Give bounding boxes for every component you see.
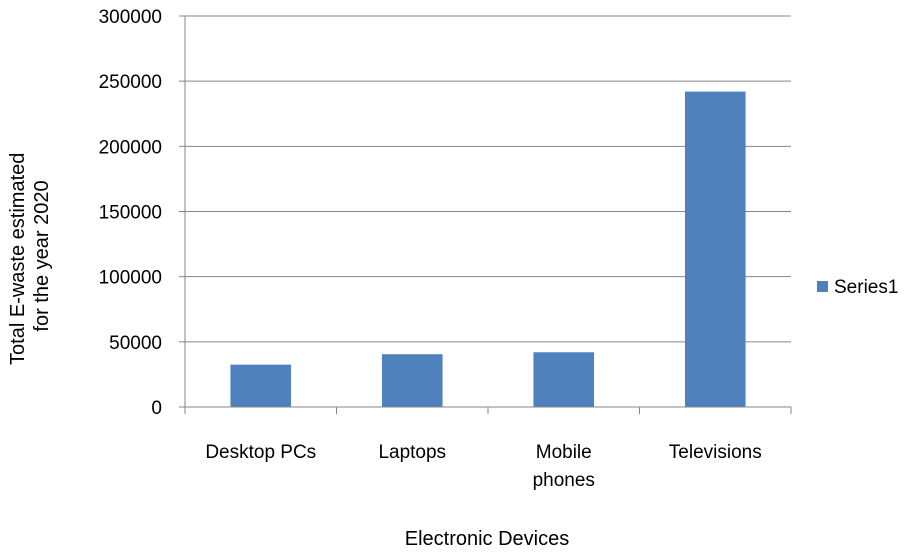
x-category-label: Mobile phones [533,442,595,491]
y-tick-label: 300000 [99,7,162,28]
x-axis-title: Electronic Devices [405,528,570,550]
legend-label-series1: Series1 [834,277,898,298]
bar-3 [684,91,746,408]
bar-0 [230,364,292,407]
x-category-label: Laptops [378,442,446,463]
y-axis-title-line-2: for the year 2020 [31,180,53,331]
y-tick-label: 250000 [99,72,162,93]
y-tick-label: 0 [151,398,162,419]
axes [179,15,792,414]
y-tick-label: 100000 [99,268,162,289]
bars [230,91,746,408]
legend: Series1 [817,277,898,298]
x-category-labels: Desktop PCs Laptops Mobile phones Television… [205,442,761,491]
y-tick-labels: 0 50000 100000 150000 200000 250000 300000 [99,7,162,419]
bar-1 [381,354,443,407]
y-tick-label: 200000 [99,137,162,158]
y-axis-title-line-1: Total E-waste estimated [7,153,29,365]
legend-swatch-series1 [817,281,828,292]
x-category-label: Desktop PCs [205,442,316,463]
y-tick-label: 50000 [109,333,162,354]
bar-2 [533,352,595,407]
x-category-label: Televisions [669,442,762,463]
y-axis-title: Total E-waste estimated for the year 202… [7,147,53,365]
y-tick-label: 150000 [99,203,162,224]
